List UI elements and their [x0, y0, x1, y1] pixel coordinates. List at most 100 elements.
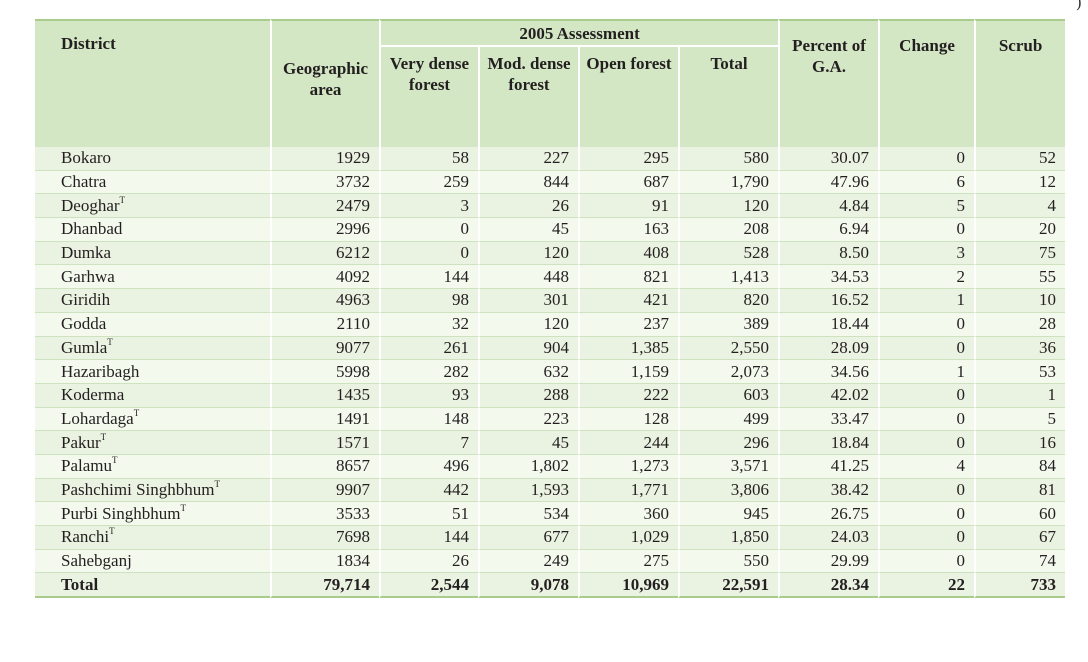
- district-name: PalamuT: [35, 454, 270, 479]
- cell-change: 1: [878, 360, 975, 384]
- cell-mod-dense: 249: [478, 549, 578, 574]
- cell-geographic-area: 9907: [270, 478, 379, 503]
- cell-total: 3,806: [678, 478, 779, 503]
- cell-total: 820: [678, 289, 779, 313]
- table-row: RanchiT 7698 144 677 1,029 1,850 24.03 0 67: [35, 526, 1066, 550]
- cell-very-dense: 442: [379, 478, 478, 503]
- district-label: Giridih: [61, 290, 111, 310]
- cell-total: 1,413: [678, 265, 779, 290]
- table-row: Dumka 6212 0 120 408 528 8.50 3 75: [35, 241, 1066, 266]
- cell-very-dense: 282: [379, 360, 478, 384]
- table-row: Giridih 4963 98 301 421 820 16.52 1 10: [35, 289, 1066, 313]
- district-label: Pakur: [61, 432, 101, 452]
- district-name: Godda: [35, 312, 270, 337]
- district-label: Bokaro: [61, 148, 112, 168]
- cell-mod-dense: 1,593: [478, 478, 578, 503]
- total-percent: 28.34: [778, 573, 879, 599]
- cell-geographic-area: 8657: [270, 454, 379, 479]
- cell-geographic-area: 2996: [270, 218, 379, 242]
- tribal-marker: T: [119, 194, 126, 205]
- cell-open: 1,771: [578, 478, 678, 503]
- cell-very-dense: 144: [379, 265, 478, 290]
- cell-change: 1: [878, 289, 975, 313]
- cell-total: 2,073: [678, 360, 779, 384]
- cell-scrub: 16: [974, 431, 1066, 455]
- cell-scrub: 52: [974, 147, 1066, 171]
- cell-change: 0: [878, 336, 975, 361]
- table-row: GumlaT 9077 261 904 1,385 2,550 28.09 0 36: [35, 336, 1066, 361]
- header-change: Change: [878, 19, 975, 147]
- district-name: Giridih: [35, 289, 270, 313]
- cell-mod-dense: 632: [478, 360, 578, 384]
- cell-scrub: 1: [974, 383, 1066, 408]
- cell-percent: 41.25: [778, 454, 879, 479]
- cell-geographic-area: 1491: [270, 407, 379, 432]
- cell-total: 499: [678, 407, 779, 432]
- district-label: Purbi Singhbhum: [61, 503, 181, 523]
- cell-change: 0: [878, 383, 975, 408]
- tribal-marker: T: [107, 336, 113, 347]
- cell-open: 163: [578, 218, 678, 242]
- header-total: Total: [678, 47, 779, 147]
- district-label: Dumka: [61, 243, 112, 263]
- cell-mod-dense: 120: [478, 241, 578, 266]
- table-body: Bokaro 1929 58 227 295 580 30.07 0 52 Chatra 3732 2…: [35, 147, 1066, 574]
- cell-scrub: 28: [974, 312, 1066, 337]
- cell-open: 408: [578, 241, 678, 266]
- cell-geographic-area: 2110: [270, 312, 379, 337]
- cell-total: 296: [678, 431, 779, 455]
- district-label: Hazaribagh: [61, 361, 140, 381]
- district-name: Hazaribagh: [35, 360, 270, 384]
- district-label: Chatra: [61, 172, 107, 192]
- cell-mod-dense: 677: [478, 526, 578, 550]
- table-row: Purbi SinghbhumT 3533 51 534 360 945 26.75 0 60: [35, 502, 1066, 526]
- total-scrub: 733: [974, 573, 1066, 599]
- district-name: Pashchimi SinghbhumT: [35, 478, 270, 503]
- district-name: RanchiT: [35, 526, 270, 550]
- cell-scrub: 55: [974, 265, 1066, 290]
- cell-very-dense: 144: [379, 526, 478, 550]
- cell-very-dense: 26: [379, 549, 478, 574]
- district-name: Koderma: [35, 383, 270, 408]
- header-scrub: Scrub: [974, 19, 1066, 147]
- total-geographic-area: 79,714: [270, 573, 379, 599]
- cell-very-dense: 93: [379, 383, 478, 408]
- cell-percent: 29.99: [778, 549, 879, 574]
- header-percent-of-ga: Percent of G.A.: [778, 19, 879, 147]
- cell-scrub: 75: [974, 241, 1066, 266]
- cell-percent: 28.09: [778, 336, 879, 361]
- cell-percent: 42.02: [778, 383, 879, 408]
- district-name: Chatra: [35, 170, 270, 195]
- cell-geographic-area: 9077: [270, 336, 379, 361]
- cell-open: 1,159: [578, 360, 678, 384]
- tribal-marker: T: [109, 526, 115, 537]
- cell-scrub: 74: [974, 549, 1066, 574]
- total-very-dense: 2,544: [379, 573, 478, 599]
- cell-percent: 24.03: [778, 526, 879, 550]
- cell-change: 0: [878, 147, 975, 171]
- cell-mod-dense: 120: [478, 312, 578, 337]
- district-name: Dhanbad: [35, 218, 270, 242]
- cell-open: 687: [578, 170, 678, 195]
- table-row: PakurT 1571 7 45 244 296 18.84 0 16: [35, 431, 1066, 455]
- cell-percent: 34.56: [778, 360, 879, 384]
- cell-geographic-area: 7698: [270, 526, 379, 550]
- header-geographic-area: Geographic area: [270, 19, 379, 147]
- cell-scrub: 36: [974, 336, 1066, 361]
- cell-open: 295: [578, 147, 678, 171]
- cell-change: 0: [878, 549, 975, 574]
- cell-open: 1,273: [578, 454, 678, 479]
- header-district: District: [35, 19, 270, 147]
- cell-geographic-area: 1929: [270, 147, 379, 171]
- district-name: Purbi SinghbhumT: [35, 502, 270, 526]
- district-name: PakurT: [35, 431, 270, 455]
- corner-fragment: ): [1075, 0, 1082, 12]
- district-label: Koderma: [61, 385, 125, 405]
- district-name: Garhwa: [35, 265, 270, 290]
- cell-scrub: 10: [974, 289, 1066, 313]
- table-row: Chatra 3732 259 844 687 1,790 47.96 6 12: [35, 170, 1066, 195]
- cell-change: 6: [878, 170, 975, 195]
- table-row: LohardagaT 1491 148 223 128 499 33.47 0 5: [35, 407, 1066, 432]
- cell-total: 1,850: [678, 526, 779, 550]
- tribal-marker: T: [112, 455, 118, 466]
